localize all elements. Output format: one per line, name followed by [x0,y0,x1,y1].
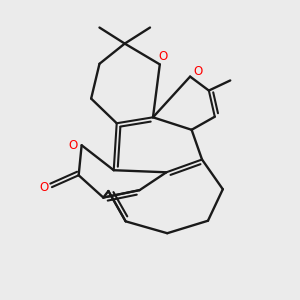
Text: O: O [193,65,202,78]
Text: O: O [68,139,77,152]
Text: O: O [39,181,48,194]
Text: O: O [158,50,167,64]
